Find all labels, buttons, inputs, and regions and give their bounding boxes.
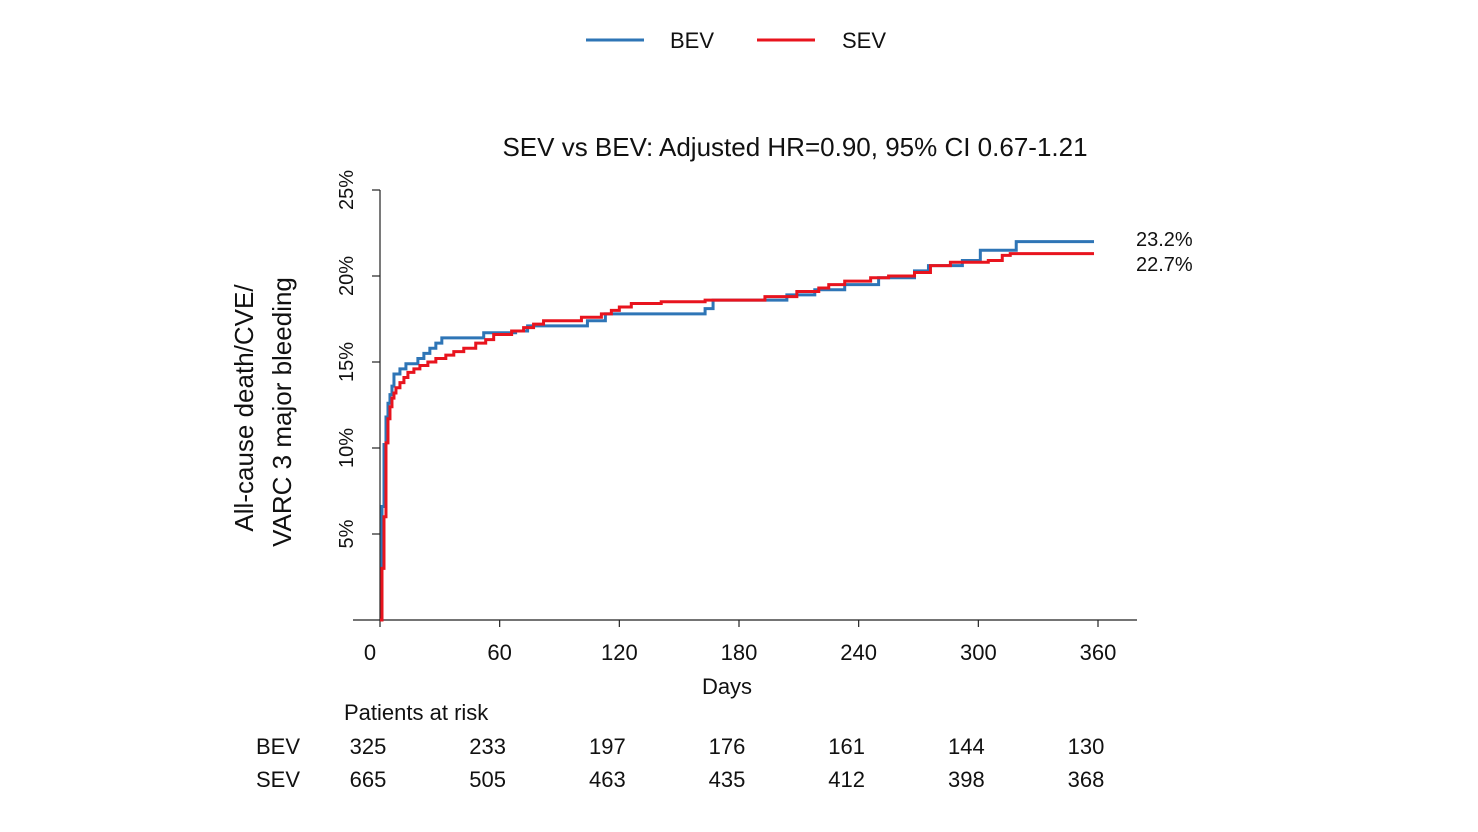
risk-cell-sev: 435 xyxy=(709,767,746,792)
curves xyxy=(380,240,1095,622)
y-tick-label: 20% xyxy=(336,256,358,296)
y-tick-label: 5% xyxy=(336,519,358,548)
risk-cell-sev: 463 xyxy=(589,767,626,792)
risk-cell-bev: 325 xyxy=(350,734,387,759)
y-ticks: 5% 10% 15% 20% 25% xyxy=(336,170,380,548)
x-tick-label: 120 xyxy=(601,640,638,665)
x-tick-label: 0 xyxy=(364,640,376,665)
risk-cell-bev: 144 xyxy=(948,734,985,759)
legend: BEV SEV xyxy=(586,28,886,53)
series-line-bev xyxy=(380,240,1095,622)
risk-row-label-bev: BEV xyxy=(256,734,300,759)
x-tick-label: 360 xyxy=(1080,640,1117,665)
series-line-sev xyxy=(380,252,1095,622)
risk-cell-bev: 130 xyxy=(1068,734,1105,759)
y-tick-label: 10% xyxy=(336,428,358,468)
risk-row-label-sev: SEV xyxy=(256,767,300,792)
legend-label-bev: BEV xyxy=(670,28,714,53)
x-axis-label: Days xyxy=(702,674,752,699)
risk-table-title: Patients at risk xyxy=(344,700,489,725)
chart-title: SEV vs BEV: Adjusted HR=0.90, 95% CI 0.6… xyxy=(502,132,1087,162)
risk-cell-bev: 161 xyxy=(828,734,865,759)
risk-table: Patients at risk BEV SEV 325 233 197 176 161… xyxy=(256,700,1104,792)
y-axis-label-line2: VARC 3 major bleeding xyxy=(267,277,297,547)
end-label-bev: 23.2% xyxy=(1136,229,1193,251)
risk-cell-sev: 368 xyxy=(1068,767,1105,792)
x-tick-label: 60 xyxy=(487,640,511,665)
end-label-sev: 22.7% xyxy=(1136,254,1193,276)
x-tick-label: 240 xyxy=(840,640,877,665)
x-tick-label: 300 xyxy=(960,640,997,665)
risk-cell-bev: 197 xyxy=(589,734,626,759)
risk-cell-bev: 233 xyxy=(469,734,506,759)
risk-cell-sev: 505 xyxy=(469,767,506,792)
y-tick-label: 15% xyxy=(336,342,358,382)
risk-cell-sev: 412 xyxy=(828,767,865,792)
axes xyxy=(353,190,1137,621)
risk-cells: 325 233 197 176 161 144 130 665 505 463 435 412 398 3… xyxy=(350,734,1105,792)
x-ticks: 0 60 120 180 240 300 360 xyxy=(364,620,1116,665)
risk-cell-sev: 665 xyxy=(350,767,387,792)
legend-label-sev: SEV xyxy=(842,28,886,53)
y-tick-label: 25% xyxy=(336,170,358,210)
x-tick-label: 180 xyxy=(721,640,758,665)
risk-cell-bev: 176 xyxy=(709,734,746,759)
y-axis-label-line1: All-cause death/CVE/ xyxy=(229,284,259,532)
risk-cell-sev: 398 xyxy=(948,767,985,792)
